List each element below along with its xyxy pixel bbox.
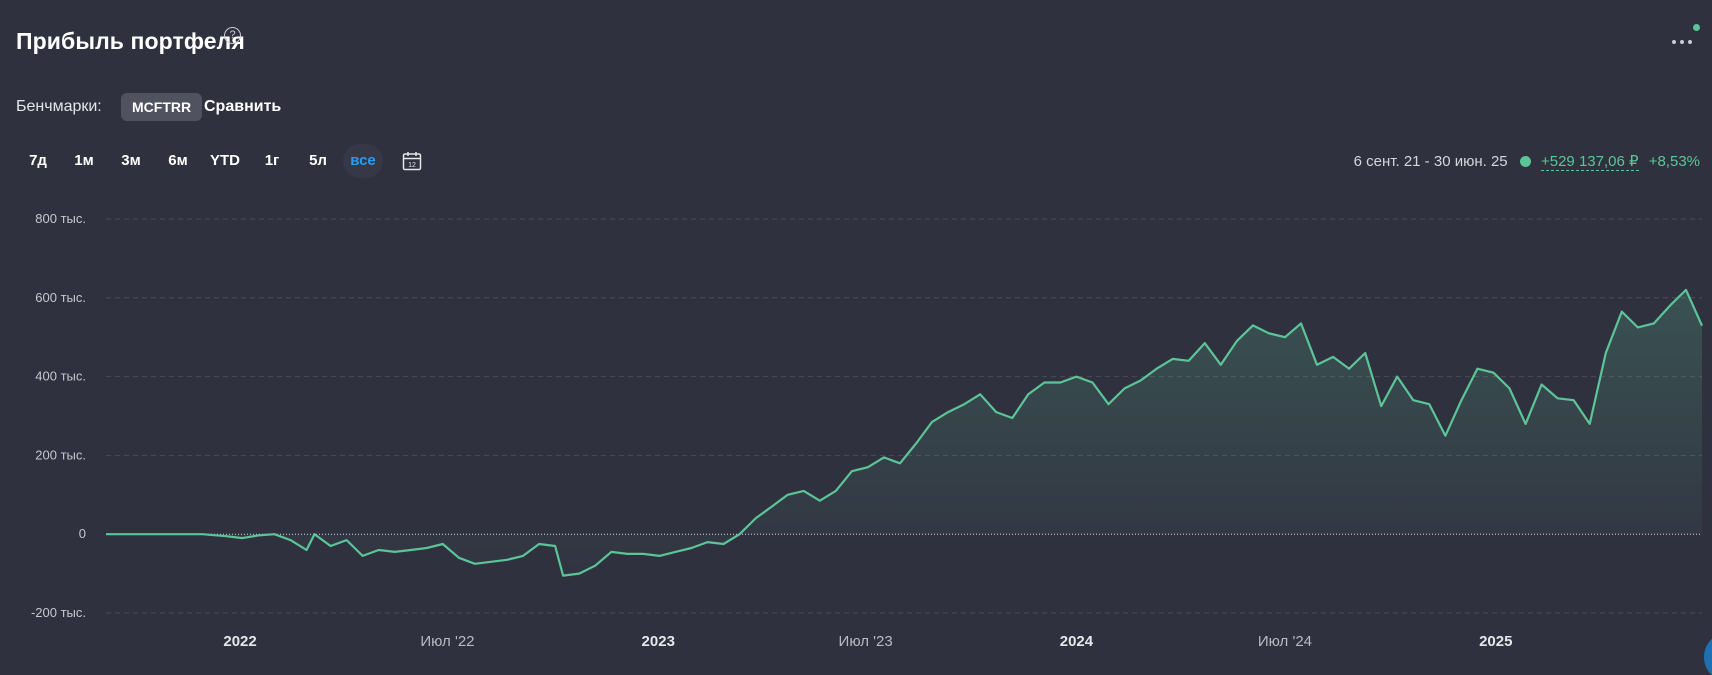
period-7d[interactable]: 7д: [29, 152, 47, 169]
period-5y[interactable]: 5л: [309, 152, 327, 169]
period-ytd[interactable]: YTD: [210, 152, 240, 169]
y-tick-label: 400 тыс.: [35, 369, 86, 384]
x-tick-label: Июл '23: [839, 633, 893, 650]
y-tick-label: 600 тыс.: [35, 290, 86, 305]
more-dots-icon[interactable]: [1672, 32, 1702, 52]
period-6m[interactable]: 6м: [168, 152, 188, 169]
chat-button[interactable]: [1704, 632, 1712, 675]
x-axis: 2022 Июл '22 2023 Июл '23 2024 Июл '24 2025: [223, 633, 1512, 650]
range-summary: 6 сент. 21 - 30 июн. 25 +529 137,06 ₽ +8…: [1353, 152, 1700, 171]
range-dates: 6 сент. 21 - 30 июн. 25: [1353, 153, 1508, 170]
profit-area: [106, 289, 1702, 576]
series-dot: [1519, 156, 1531, 167]
y-tick-label: 0: [79, 526, 86, 541]
profit-line[interactable]: [106, 288, 1704, 577]
y-tick-label: 200 тыс.: [35, 447, 86, 462]
calendar-icon[interactable]: 12: [402, 151, 422, 171]
calendar-day-text: 12: [408, 162, 416, 169]
y-tick-label: 800 тыс.: [35, 211, 86, 226]
benchmark-chip-mcftrr[interactable]: MCFTRR: [121, 93, 203, 121]
period-1y[interactable]: 1г: [264, 152, 280, 169]
page-title: Прибыль портфеля: [16, 28, 245, 54]
period-1m[interactable]: 1м: [74, 152, 94, 169]
period-3m[interactable]: 3м: [121, 152, 141, 169]
x-tick-label: Июл '22: [420, 633, 474, 650]
range-profit-value[interactable]: +529 137,06 ₽: [1540, 153, 1639, 171]
x-tick-label: 2023: [642, 633, 675, 650]
y-axis: 800 тыс. 600 тыс. 400 тыс. 200 тыс. 0 -200 ты…: [31, 211, 86, 620]
y-tick-label: -200 тыс.: [31, 605, 86, 620]
x-tick-label: Июл '24: [1258, 633, 1312, 650]
x-tick-label: 2022: [223, 633, 256, 650]
benchmarks-label: Бенчмарки:: [16, 98, 102, 115]
range-profit-percent: +8,53%: [1648, 153, 1700, 170]
question-circle-icon[interactable]: ?: [224, 27, 241, 44]
compare-button[interactable]: Сравнить: [204, 98, 282, 115]
x-tick-label: 2025: [1479, 633, 1512, 650]
status-indicator: [1693, 24, 1700, 31]
period-all[interactable]: все: [343, 144, 383, 178]
x-tick-label: 2024: [1060, 633, 1094, 650]
